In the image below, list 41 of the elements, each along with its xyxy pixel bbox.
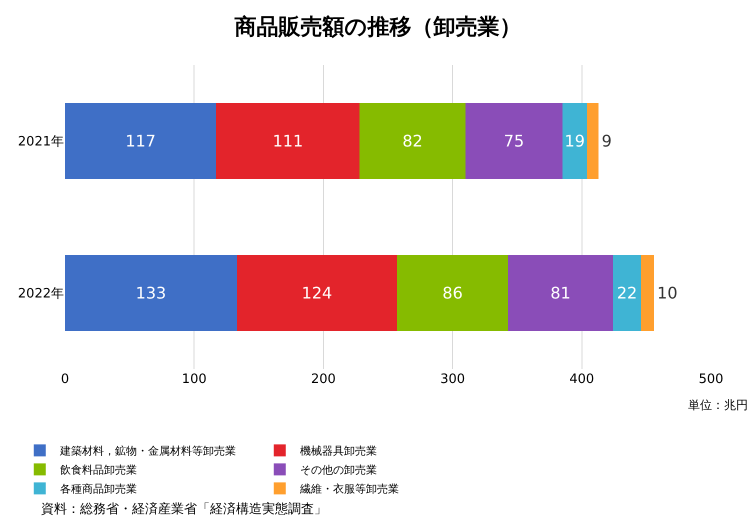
x-tick-label: 400	[569, 372, 594, 387]
data-label: 124	[302, 284, 332, 302]
bar	[397, 255, 508, 331]
legend-label: 機械器具卸売業	[300, 444, 377, 458]
legend-label: 建築材料，鉱物・金属材料等卸売業	[58, 444, 236, 458]
text: 単位：兆円	[688, 398, 748, 412]
chart-title: 商品販売額の推移（卸売業）	[234, 14, 522, 40]
x-tick-label: 500	[698, 372, 724, 387]
bar	[65, 255, 237, 331]
bar	[236, 255, 398, 331]
bar	[562, 103, 587, 179]
data-label: 133	[136, 284, 166, 302]
bar	[360, 103, 466, 179]
legend-label: 飲食料品卸売業	[60, 464, 137, 477]
data-label: 81	[550, 284, 571, 302]
data-label: 82	[402, 132, 423, 150]
legend-label: 各種商品卸売業	[60, 482, 137, 496]
bar	[466, 103, 562, 179]
bar	[586, 103, 599, 179]
bar	[216, 103, 360, 179]
data-label: 19	[564, 132, 585, 150]
x-tick-label: 0	[60, 372, 70, 387]
data-label: 10	[657, 284, 678, 302]
data-label: 22	[616, 284, 638, 302]
legend-label: その他の卸売業	[300, 464, 377, 477]
text: 資料：総務省・経済産業省「経済構造実態調査」	[41, 501, 327, 517]
data-label: 86	[442, 284, 463, 302]
bar	[65, 103, 216, 179]
x-tick-label: 100	[182, 372, 207, 387]
data-label: 111	[272, 132, 304, 150]
bar	[612, 255, 642, 331]
data-label: 117	[125, 132, 156, 150]
y-tick-label: 2021年	[18, 134, 64, 150]
y-tick-label: 2022年	[18, 286, 64, 302]
x-tick-label: 300	[440, 372, 466, 387]
data-label: 9	[602, 132, 612, 150]
x-tick-label: 200	[310, 372, 336, 387]
bar	[641, 255, 654, 331]
legend-label: 繊維・衣服等卸売業	[298, 482, 399, 496]
bar	[508, 255, 613, 331]
data-label: 75	[504, 132, 524, 150]
